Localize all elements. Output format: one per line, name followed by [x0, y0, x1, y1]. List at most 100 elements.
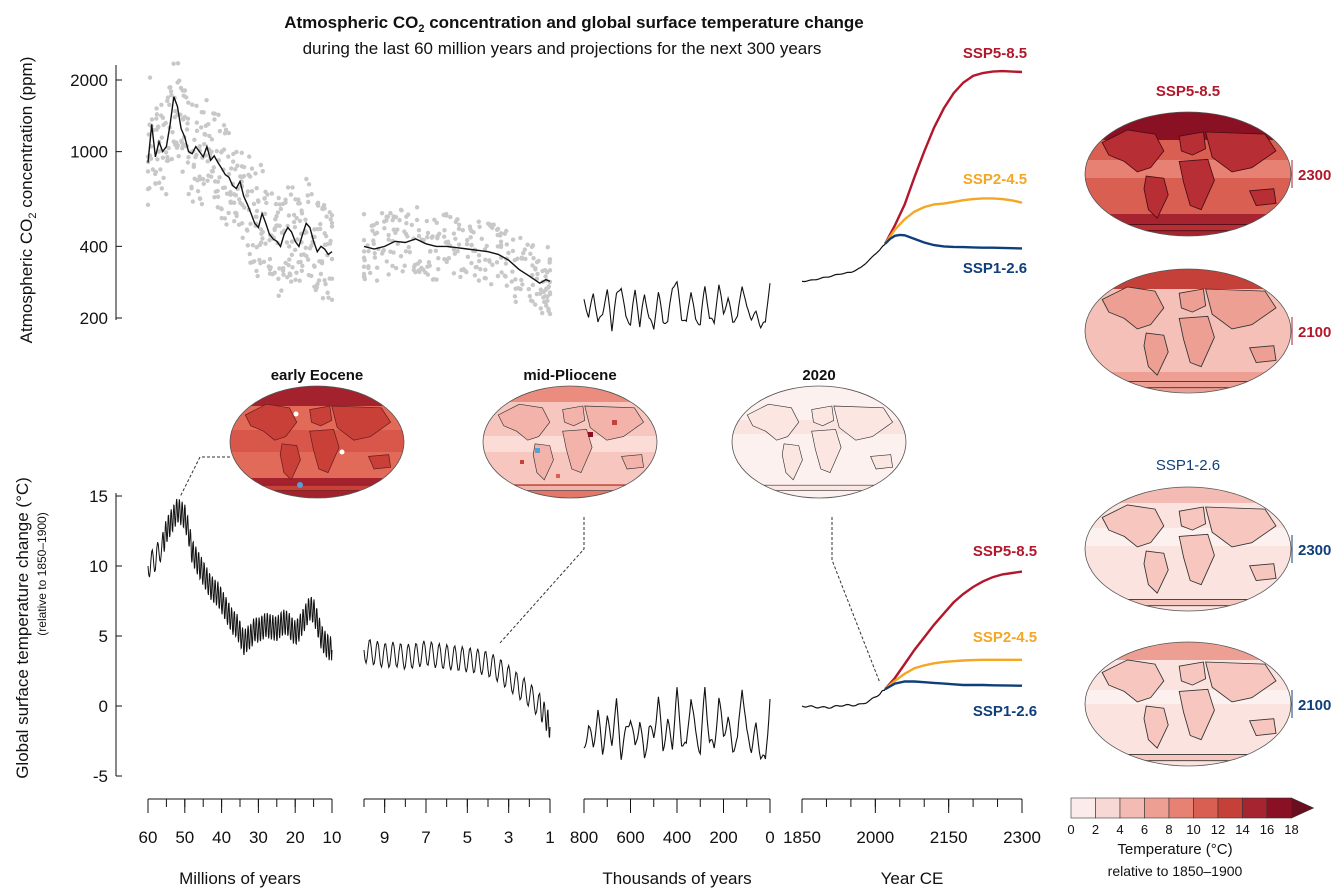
map-year-ssp585-2300: 2300 — [1298, 167, 1331, 184]
co2-proxy-point — [488, 282, 494, 287]
chart-subtitle: during the last 60 million years and pro… — [303, 39, 822, 58]
map-year-ssp585-2100: 2100 — [1298, 324, 1331, 341]
co2-proxy-point — [329, 297, 335, 303]
co2-proxy-point — [495, 273, 501, 279]
co2-proxy-point — [260, 236, 265, 241]
co2-proxy-point — [230, 159, 236, 164]
co2-proxy-point — [371, 241, 377, 247]
co2-proxy-point — [427, 263, 432, 268]
co2-proxy-point — [293, 277, 298, 282]
co2-proxy-point — [391, 227, 397, 232]
temp-y-tick-label: 15 — [89, 487, 108, 506]
co2-proxy-point — [323, 281, 328, 287]
co2-proxy-point — [305, 193, 310, 198]
co2-proxy-point — [283, 200, 288, 205]
co2-proxy-point — [434, 220, 439, 225]
co2-proxy-point — [306, 199, 311, 205]
co2-proxy-point — [367, 270, 373, 276]
co2-proxy-point — [175, 80, 180, 85]
co2-proxy-point — [175, 61, 181, 66]
co2-proxy-point — [239, 174, 245, 180]
co2-proxy-point — [537, 291, 543, 296]
map-ssp126-2300 — [1084, 486, 1292, 612]
co2-proxy-point — [145, 186, 151, 192]
co2-proxy-point — [294, 270, 299, 275]
co2-proxy-point — [159, 135, 165, 140]
co2-proxy-point — [156, 124, 161, 130]
x-tick-label: 5 — [463, 828, 472, 847]
co2-proxy-point — [241, 164, 247, 170]
co2-proxy-point — [286, 262, 291, 268]
co2-historical-line — [801, 243, 886, 283]
co2-proxy-point — [163, 150, 169, 155]
co2-proxy-point — [231, 151, 236, 157]
co2-proxy-point — [285, 274, 290, 280]
co2-proxy-point — [471, 230, 476, 235]
co2-proxy-point — [521, 250, 526, 256]
co2-proxy-point — [386, 232, 391, 238]
co2-proxy-point — [414, 205, 420, 210]
co2-proxy-point — [361, 264, 367, 269]
colorbar-tick-label: 18 — [1284, 822, 1298, 837]
co2-proxy-point — [169, 93, 174, 98]
co2-proxy-point — [173, 109, 178, 114]
co2-proxy-point — [544, 303, 549, 308]
co2-proxy-point — [315, 201, 320, 206]
map-year-ssp126-2300: 2300 — [1298, 542, 1331, 559]
co2-proxy-point — [468, 227, 473, 232]
co2-y-tick-label: 200 — [80, 309, 108, 328]
co2-proxy-point — [510, 248, 516, 254]
colorbar-swatch — [1168, 797, 1194, 819]
co2-proxy-point — [476, 278, 482, 283]
co2-proxy-point — [547, 311, 553, 317]
co2-proxy-point — [416, 228, 422, 233]
co2-proxy-point — [245, 189, 251, 194]
co2-proxy-point — [495, 244, 501, 249]
co2-proxy-point — [214, 148, 219, 154]
co2-proxy-point — [186, 191, 191, 197]
co2-proxy-point — [276, 276, 281, 281]
co2-proxy-point — [267, 256, 273, 262]
colorbar-swatch — [1070, 797, 1096, 819]
co2-proxy-point — [209, 137, 215, 142]
co2-proxy-point — [533, 302, 538, 307]
co2-proxy-point — [197, 144, 202, 149]
co2-proxy-point — [525, 242, 530, 247]
co2-proxy-point — [326, 295, 331, 300]
co2-proxy-point — [287, 244, 292, 249]
co2-label-ssp245: SSP2-4.5 — [963, 171, 1027, 188]
co2-proxy-point — [166, 145, 171, 151]
co2-proxy-point — [212, 117, 217, 122]
co2-proxy-point — [547, 291, 553, 297]
co2-proxy-point — [546, 306, 551, 312]
co2-proxy-point — [482, 275, 487, 281]
co2-proxy-point — [267, 237, 272, 243]
co2-proxy-point — [400, 269, 405, 274]
co2-proxy-point — [535, 271, 540, 277]
co2-proxy-point — [329, 224, 335, 229]
co2-proxy-point — [328, 238, 333, 244]
co2-proxy-point — [441, 234, 447, 239]
co2-proxy-point — [533, 265, 538, 271]
temp-y-axis-label: Global surface temperature change (°C) — [13, 477, 32, 779]
colorbar-swatch — [1217, 797, 1243, 819]
co2-proxy-point — [443, 240, 449, 245]
co2-proxy-point — [361, 249, 367, 254]
co2-proxy-point — [424, 218, 430, 224]
co2-smoothed-line — [363, 238, 551, 285]
co2-proxy-point — [502, 273, 507, 278]
co2-proxy-point — [322, 206, 327, 211]
co2-proxy-point — [380, 248, 386, 254]
co2-proxy-point — [303, 217, 308, 222]
co2-proxy-point — [247, 251, 252, 257]
co2-scenario-line — [884, 233, 1023, 250]
co2-proxy-point — [296, 201, 301, 206]
co2-proxy-point — [469, 243, 474, 248]
co2-proxy-point — [329, 220, 335, 226]
co2-proxy-point — [239, 221, 245, 226]
colorbar-tick-label: 8 — [1165, 822, 1172, 837]
co2-proxy-point — [503, 261, 509, 266]
co2-proxy-point — [168, 89, 174, 94]
co2-proxy-point — [421, 237, 426, 243]
co2-proxy-point — [425, 230, 431, 236]
